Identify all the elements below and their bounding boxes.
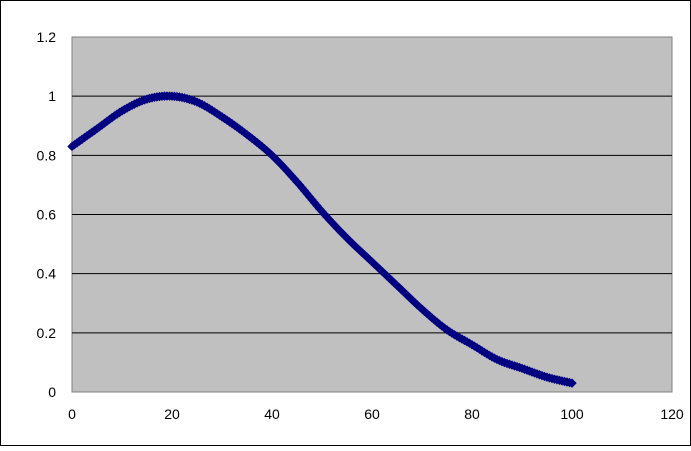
x-tick-label: 120 xyxy=(660,406,684,422)
y-tick-label: 0 xyxy=(48,384,56,400)
x-tick-label: 40 xyxy=(264,406,280,422)
series-marker xyxy=(567,378,577,388)
y-axis-tick-labels: 0 0.2 0.4 0.6 0.8 1 1.2 xyxy=(37,29,57,400)
x-tick-label: 20 xyxy=(164,406,180,422)
y-tick-label: 0.8 xyxy=(37,147,57,163)
y-tick-label: 1 xyxy=(48,88,56,104)
y-tick-label: 1.2 xyxy=(37,29,57,45)
x-tick-label: 60 xyxy=(364,406,380,422)
x-tick-label: 0 xyxy=(68,406,76,422)
series-0 xyxy=(67,91,577,388)
x-tick-label: 100 xyxy=(560,406,584,422)
y-tick-label: 0.2 xyxy=(37,325,57,341)
y-tick-label: 0.6 xyxy=(37,207,57,223)
y-tick-label: 0.4 xyxy=(37,266,57,282)
series-layer xyxy=(67,91,577,388)
x-axis-tick-labels: 0 20 40 60 80 100 120 xyxy=(68,406,684,422)
x-tick-label: 80 xyxy=(464,406,480,422)
